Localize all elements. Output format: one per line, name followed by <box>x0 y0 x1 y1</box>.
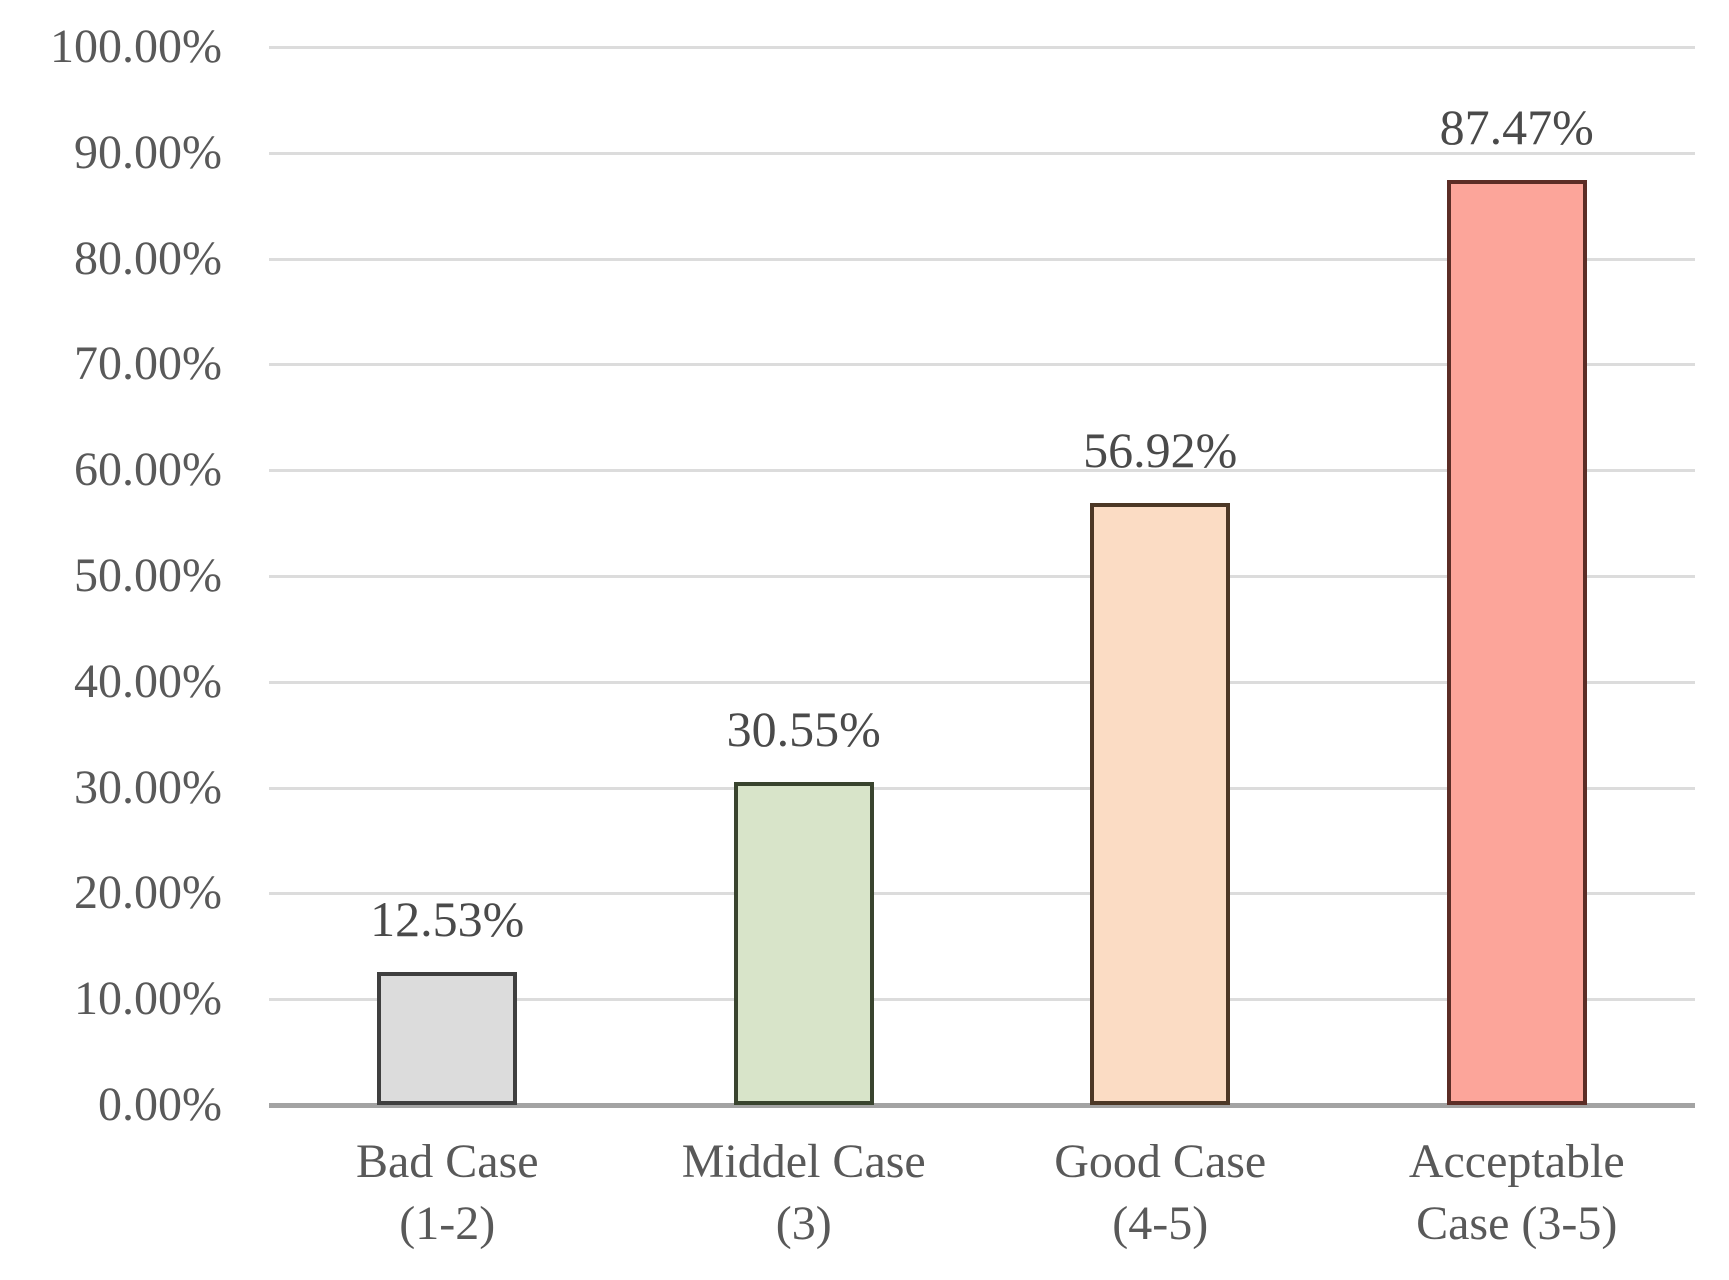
x-category-label: Acceptable Case (3-5) <box>1317 1131 1717 1255</box>
y-tick-label: 20.00% <box>74 866 222 920</box>
y-tick-label: 70.00% <box>74 337 222 391</box>
y-gridline <box>269 786 1695 790</box>
x-category-line2: (3) <box>775 1197 832 1250</box>
y-tick-label: 40.00% <box>74 654 222 708</box>
x-category-line1: Acceptable <box>1408 1135 1625 1188</box>
x-category-label: Good Case (4-5) <box>960 1131 1360 1255</box>
bar-3 <box>1090 502 1231 1105</box>
bar-value-label: 87.47% <box>1439 98 1594 155</box>
y-gridline <box>269 892 1695 896</box>
y-tick-label: 50.00% <box>74 549 222 602</box>
bar-4 <box>1446 179 1587 1105</box>
bar-value-label: 56.92% <box>1083 421 1238 478</box>
y-tick-label: 90.00% <box>74 125 222 179</box>
y-gridline <box>269 257 1695 261</box>
x-category-label: Bad Case (1-2) <box>247 1131 647 1255</box>
x-category-line2: (1-2) <box>399 1197 496 1250</box>
y-tick-label: 0.00% <box>98 1078 222 1131</box>
x-category-line2: (4-5) <box>1112 1197 1209 1250</box>
y-gridline <box>269 680 1695 684</box>
x-category-label: Middel Case (3) <box>604 1131 1004 1255</box>
y-gridline <box>269 151 1695 155</box>
x-category-line1: Bad Case <box>355 1135 539 1188</box>
y-gridline <box>269 575 1695 578</box>
bar-value-label: 30.55% <box>726 700 881 757</box>
y-tick-label: 30.00% <box>74 760 222 814</box>
x-category-line2: Case (3-5) <box>1416 1197 1618 1250</box>
x-category-line1: Good Case <box>1054 1135 1267 1188</box>
y-tick-label: 60.00% <box>74 443 222 497</box>
y-gridline <box>269 363 1695 367</box>
x-axis-line <box>269 1103 1695 1108</box>
x-category-line1: Middel Case <box>681 1135 926 1188</box>
y-gridline <box>269 469 1695 473</box>
y-tick-label: 10.00% <box>74 972 222 1026</box>
y-gridline <box>269 998 1695 1002</box>
bar-1 <box>377 972 518 1105</box>
bar-2 <box>733 781 874 1105</box>
y-tick-label: 100.00% <box>50 20 222 73</box>
y-gridline <box>269 46 1695 49</box>
y-tick-label: 80.00% <box>74 231 222 285</box>
bar-value-label: 12.53% <box>370 891 525 948</box>
